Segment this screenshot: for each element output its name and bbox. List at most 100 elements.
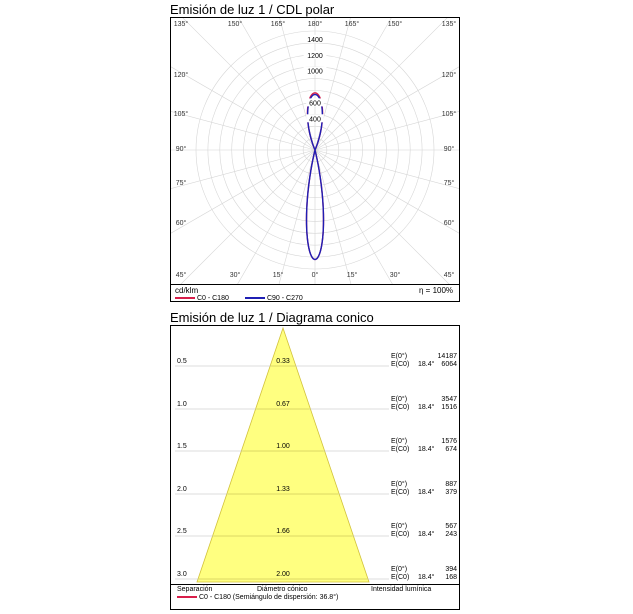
conic-ec0-value: 6064 (441, 361, 457, 368)
legend-label-c0-c180: C0 - C180 (196, 295, 229, 302)
conic-e0-label: E(0°) (391, 480, 407, 488)
polar-grid-spoke (171, 149, 316, 189)
conic-ec0-value: 243 (445, 531, 457, 538)
conic-ec0-label: E(C0) (391, 574, 409, 581)
polar-grid-spoke (314, 149, 459, 189)
conic-footer-diameter: Diámetro cónico (257, 586, 308, 593)
conic-diameter-label: 0.33 (276, 358, 290, 365)
polar-frame: 400 600 1000 1200 1400 135° 150° 165° 180° 165° 15… (170, 17, 460, 302)
polar-grid-spoke (314, 149, 393, 284)
conic-legend-label: C0 - C180 (Semiángulo de dispersión: 36.… (198, 594, 339, 601)
polar-grid-spoke (180, 149, 316, 284)
polar-right-angle-label: 105° (442, 110, 457, 118)
conic-e0-label: E(0°) (391, 352, 407, 360)
polar-radial-label-600: 600 (309, 100, 321, 107)
conic-separation-label: 0.5 (177, 358, 187, 365)
polar-right-angle-label: 120° (442, 71, 457, 79)
conic-frame: 0.5 0.33 E(0°) E(C0) 18.4° 14187 6064 1.0 0.67 E(… (170, 325, 460, 610)
polar-grid-spoke (171, 111, 316, 151)
conic-ec0-label: E(C0) (391, 361, 409, 368)
polar-left-angle-label: 75° (176, 179, 187, 187)
polar-radial-label-bg (306, 98, 324, 107)
conic-angle-value: 18.4° (418, 530, 435, 538)
polar-left-angle-label: 105° (174, 110, 189, 118)
conic-e0-label: E(0°) (391, 522, 407, 530)
polar-chart: 400 600 1000 1200 1400 135° 150° 165° 180° 165° 15… (171, 18, 459, 284)
conic-legend-swatch (177, 596, 197, 599)
polar-grid-spoke (278, 149, 316, 284)
conic-diameter-label: 0.67 (276, 401, 290, 408)
conic-e0-value: 14187 (438, 353, 458, 360)
legend-item-c90-c270: C90 - C270 (245, 295, 303, 302)
conic-e0-value: 1576 (441, 438, 457, 445)
polar-divider (171, 284, 459, 285)
polar-bottom-angle-label: 45° (444, 271, 455, 279)
polar-grid-spoke (314, 18, 392, 151)
legend-label-c90-c270: C90 - C270 (266, 295, 303, 302)
conic-ec0-label: E(C0) (391, 489, 409, 496)
conic-e0-value: 3547 (441, 396, 457, 403)
conic-separation-label: 1.5 (177, 443, 187, 450)
polar-radial-label-1400: 1400 (307, 37, 323, 44)
polar-unit-label: cd/klm (175, 286, 199, 295)
conic-separation-label: 1.0 (177, 401, 187, 408)
conic-cone (196, 326, 370, 583)
polar-grid-spoke (182, 18, 316, 151)
conic-angle-value: 18.4° (418, 445, 435, 453)
conic-separation-label: 2.0 (177, 486, 187, 493)
conic-ec0-label: E(C0) (391, 446, 409, 453)
legend-item-c0-c180: C0 - C180 (175, 295, 229, 302)
polar-bottom-angle-label: 30° (390, 271, 401, 279)
conic-ec0-value: 674 (445, 446, 457, 453)
conic-diameter-label: 1.66 (276, 528, 290, 535)
polar-curve-c90-c270 (305, 93, 325, 261)
polar-top-angle-label: 150° (388, 20, 403, 28)
polar-top-angle-label: 150° (228, 20, 243, 28)
polar-bottom-angle-label: 30° (230, 271, 241, 279)
legend-swatch-c90-c270 (245, 297, 265, 300)
polar-radial-label-bg (306, 114, 324, 123)
polar-grid-spoke (314, 149, 450, 284)
conic-ec0-label: E(C0) (391, 404, 409, 411)
polar-right-angle-label: 60° (444, 219, 455, 227)
conic-e0-value: 567 (445, 523, 457, 530)
conic-diameter-label: 1.33 (276, 486, 290, 493)
conic-diameter-label: 2.00 (276, 571, 290, 578)
conic-diameter-label: 1.00 (276, 443, 290, 450)
polar-radial-label-bg (303, 66, 327, 75)
polar-radial-label-1200: 1200 (307, 53, 323, 60)
conic-e0-label: E(0°) (391, 437, 407, 445)
conic-ec0-value: 1516 (441, 404, 457, 411)
conic-angle-value: 18.4° (418, 488, 435, 496)
conic-angle-value: 18.4° (418, 573, 435, 581)
polar-bottom-angle-label: 0° (312, 271, 319, 279)
conic-separation-label: 3.0 (177, 571, 187, 578)
polar-grid-spoke (314, 18, 448, 151)
conic-e0-value: 394 (445, 566, 457, 573)
conic-ec0-value: 168 (445, 574, 457, 581)
polar-right-angle-label: 75° (444, 179, 455, 187)
polar-bottom-angle-label: 45° (176, 271, 187, 279)
polar-grid-spoke (171, 66, 316, 151)
polar-left-angle-label: 60° (176, 219, 187, 227)
conic-ec0-value: 379 (445, 489, 457, 496)
polar-right-angle-label: 90° (444, 145, 455, 153)
polar-efficiency: η = 100% (419, 286, 454, 295)
polar-bottom-angle-label: 15° (347, 271, 358, 279)
polar-radial-label-400: 400 (309, 116, 321, 123)
conic-angle-value: 18.4° (418, 360, 435, 368)
polar-bottom-angle-label: 15° (273, 271, 284, 279)
conic-angle-value: 18.4° (418, 403, 435, 411)
conic-footer-separation: Separación (177, 586, 213, 593)
polar-radial-label-bg (303, 34, 327, 43)
polar-left-angle-label: 120° (174, 71, 189, 79)
polar-top-angle-label: 135° (174, 20, 189, 28)
polar-top-angle-label: 165° (271, 20, 286, 28)
conic-e0-value: 887 (445, 481, 457, 488)
conic-e0-label: E(0°) (391, 395, 407, 403)
polar-grid-spoke (314, 149, 352, 284)
legend-swatch-c0-c180 (175, 297, 195, 300)
polar-grid-spoke (314, 66, 459, 151)
polar-top-angle-label: 180° (308, 20, 323, 28)
